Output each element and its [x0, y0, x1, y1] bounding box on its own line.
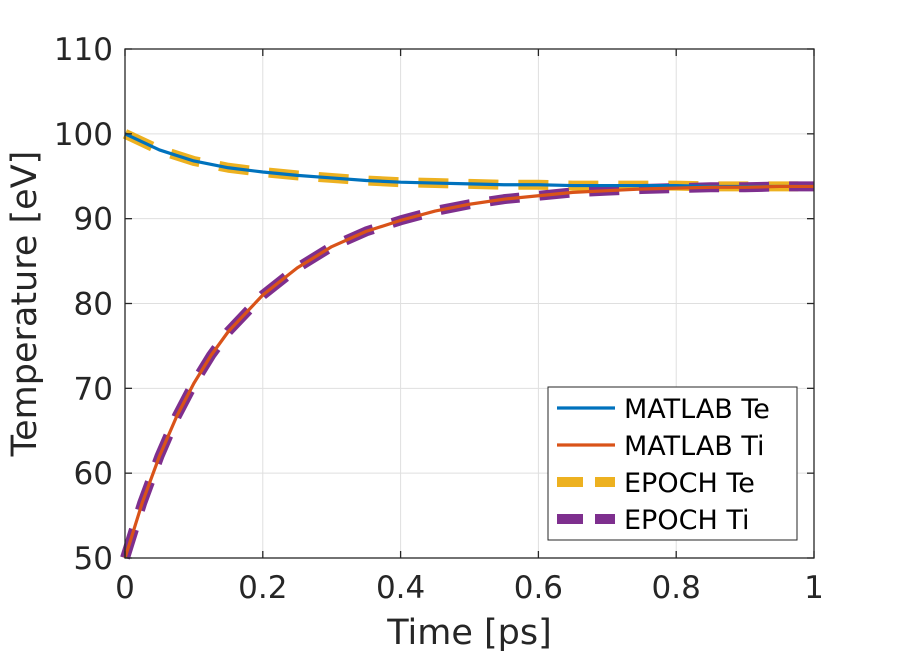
legend-box [547, 386, 798, 541]
x-axis-title: Time [ps] [386, 613, 552, 653]
legend-label: EPOCH Ti [624, 505, 750, 536]
legend: MATLAB Te MATLAB Ti EPOCH Te EPOCH Ti [547, 386, 798, 541]
y-tick-label: 60 [74, 456, 113, 492]
y-tick-label: 110 [54, 32, 113, 68]
x-tick-label: 0.4 [376, 570, 425, 606]
legend-label: EPOCH Te [624, 468, 755, 499]
y-tick-label: 100 [54, 117, 113, 153]
y-tick-label: 50 [74, 541, 113, 577]
x-tick-label: 0.6 [514, 570, 563, 606]
series-line-matlab-ti [123, 184, 814, 559]
legend-label: MATLAB Te [624, 394, 770, 425]
legend-label: MATLAB Ti [624, 431, 765, 462]
y-tick-label: 80 [74, 287, 113, 323]
x-tick-label: 0 [115, 570, 135, 606]
y-axis-title: Temperature [eV] [5, 151, 45, 458]
ticks: 0 0.2 0.4 0.6 0.8 1 50 60 70 80 90 100 110 [54, 32, 824, 606]
y-tick-label: 90 [74, 202, 113, 238]
x-tick-label: 0.2 [238, 570, 287, 606]
y-tick-label: 70 [74, 371, 113, 407]
series-group [120, 129, 814, 560]
x-tick-label: 0.8 [652, 570, 701, 606]
x-tick-label: 1 [804, 570, 824, 606]
